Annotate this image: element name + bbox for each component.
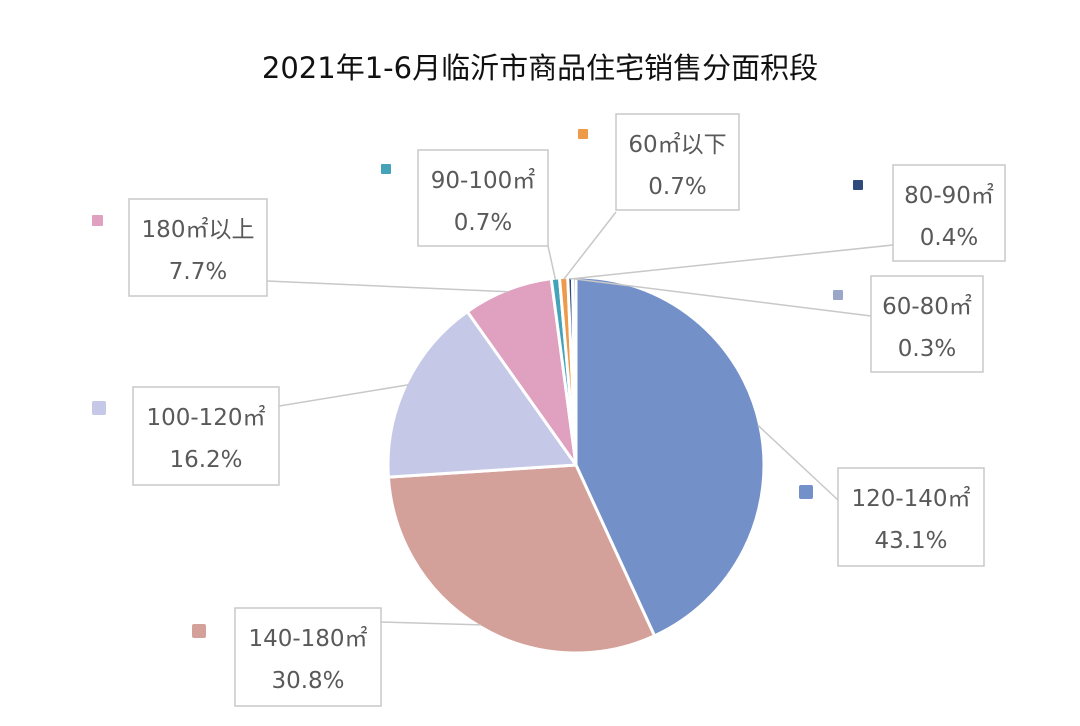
slice-label-60-80sqm: 60-80㎡ 0.3% [833,275,984,373]
pie-slice-60-80sqm [570,275,578,467]
leader-line-60sqmunder [563,211,617,280]
slice-category-label: 100-120㎡ [146,405,265,431]
label-box [615,113,740,211]
legend-marker [381,164,391,174]
leader-line-180sqmplus [266,280,508,293]
slice-label-180sqmplus: 180㎡以上 7.7% [92,198,268,297]
legend-marker [92,401,106,415]
label-box [128,198,268,297]
slice-label-80-90sqm: 80-90㎡ 0.4% [853,164,1006,262]
legend-marker [92,215,103,226]
chart-title: 2021年1-6月临沂市商品住宅销售分面积段 [262,51,818,85]
label-box [870,275,984,373]
legend-marker [192,624,206,638]
pie-slice-140-180sqm [386,463,657,655]
label-box [234,607,382,707]
slice-category-label: 120-140㎡ [851,486,970,512]
slice-label-100-120sqm: 100-120㎡ 16.2% [92,386,280,486]
slice-value-label: 16.2% [169,447,242,473]
slice-label-90-100sqm: 90-100㎡ 0.7% [381,149,549,247]
pie-slice-120-140sqm [574,275,766,638]
slice-value-label: 0.7% [454,210,512,236]
label-box [837,467,985,567]
pie-slices [386,275,766,655]
slice-value-label: 30.8% [271,668,344,694]
slice-value-label: 0.4% [920,225,978,251]
leader-line-140-180sqm [380,621,481,626]
legend-marker [799,485,813,499]
slice-category-label: 60㎡以下 [628,132,726,158]
slice-category-label: 90-100㎡ [431,168,535,194]
leader-line-120-140sqm [757,424,839,501]
slice-label-140-180sqm: 140-180㎡ 30.8% [192,607,382,707]
slice-category-label: 60-80㎡ [882,294,972,320]
legend-marker [578,129,588,139]
slice-value-label: 43.1% [874,528,947,554]
legend-marker [853,180,863,190]
label-box [892,164,1006,262]
label-box [417,149,549,247]
label-box [132,386,280,486]
slice-value-label: 0.3% [898,336,956,362]
slice-labels: 120-140㎡43.1%140-180㎡30.8%100-120㎡16.2%1… [92,113,1006,707]
slice-value-label: 7.7% [169,259,227,285]
slice-label-120-140sqm: 120-140㎡ 43.1% [799,467,985,567]
slice-value-label: 0.7% [648,174,706,200]
slice-category-label: 140-180㎡ [248,626,367,652]
legend-marker [833,290,843,300]
slice-category-label: 180㎡以上 [142,217,255,243]
leader-line-80-90sqm [570,244,894,280]
slice-label-60sqmunder: 60㎡以下 0.7% [578,113,740,211]
leader-line-60-80sqm [574,278,872,317]
leader-line-90-100sqm [547,245,557,281]
slice-category-label: 80-90㎡ [904,183,994,209]
pie-slice-100-120sqm [386,310,578,479]
